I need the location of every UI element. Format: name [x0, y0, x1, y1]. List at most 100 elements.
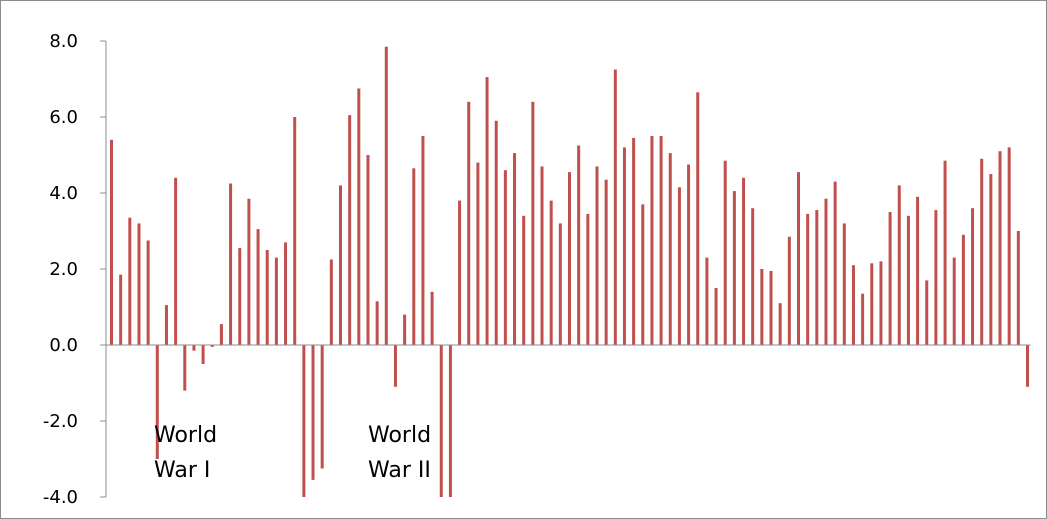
bar [989, 174, 993, 345]
bar [861, 293, 865, 345]
bar [806, 213, 810, 345]
bar [164, 305, 168, 345]
bar [522, 215, 526, 345]
bar [467, 101, 471, 345]
bar [888, 212, 892, 345]
bar [632, 137, 636, 345]
y-tick-label: 0.0 [49, 335, 78, 356]
bar [659, 136, 663, 345]
bar [357, 88, 361, 345]
annotation-world-war-i-line1: World [154, 423, 217, 448]
bar [485, 77, 489, 345]
bar [229, 183, 233, 345]
bar [274, 257, 278, 345]
bar [961, 234, 965, 345]
bar [238, 248, 242, 345]
bar [412, 168, 416, 345]
bar [265, 250, 269, 345]
bar [448, 345, 452, 497]
bar [558, 223, 562, 345]
bar [137, 223, 141, 345]
bar [797, 172, 800, 345]
bar [998, 151, 1002, 345]
y-tick-label: -2.0 [43, 411, 78, 432]
bar [146, 240, 150, 345]
bar [870, 263, 874, 345]
bar [897, 185, 901, 345]
annotation-world-war-ii-line1: World [368, 423, 431, 448]
bar [439, 345, 443, 497]
bar [751, 208, 755, 345]
bar [494, 120, 498, 345]
bar [595, 166, 599, 345]
bar [677, 187, 681, 345]
bar [110, 139, 113, 345]
bar [851, 265, 855, 345]
bar [934, 210, 938, 345]
bar [641, 204, 645, 345]
bar [824, 198, 828, 345]
bar [513, 153, 517, 345]
bar [284, 242, 288, 345]
bar [256, 229, 260, 345]
bar [1007, 147, 1011, 345]
bar [293, 117, 297, 345]
annotation-world-war-i-line2: War I [154, 458, 210, 483]
bar [714, 288, 718, 345]
bar [476, 162, 480, 345]
bars [110, 46, 1029, 497]
bar [503, 170, 507, 345]
bar [723, 160, 727, 345]
bar [833, 181, 837, 345]
bar [155, 345, 159, 459]
bar [732, 191, 736, 345]
bar [668, 153, 672, 345]
y-tick-label: 2.0 [49, 259, 78, 280]
bar [247, 198, 251, 345]
bar [586, 213, 590, 345]
bar [311, 345, 315, 480]
bar [339, 185, 342, 345]
bar [705, 257, 709, 345]
annotation-world-war-ii-line2: War II [368, 458, 431, 483]
y-tick-label: 8.0 [49, 31, 78, 52]
bar [531, 101, 535, 345]
bar [906, 215, 910, 345]
bar [421, 136, 425, 345]
bar [568, 172, 571, 345]
bar [613, 69, 617, 345]
y-tick-label: 4.0 [49, 183, 78, 204]
bar [375, 301, 379, 345]
bar [815, 210, 819, 345]
bar [384, 46, 388, 345]
bar [210, 345, 214, 347]
bar [128, 217, 132, 345]
bar [348, 115, 352, 345]
bar [329, 259, 333, 345]
bar [403, 314, 407, 345]
bar [778, 303, 782, 345]
bar [971, 208, 975, 345]
bar [192, 345, 196, 351]
bar [577, 145, 581, 345]
bar [1026, 345, 1029, 387]
bar [952, 257, 956, 345]
bar [925, 280, 929, 345]
y-tick-label: -4.0 [43, 487, 78, 508]
bar [760, 269, 764, 345]
bar [320, 345, 324, 469]
bar [787, 236, 791, 345]
bar [366, 155, 370, 345]
bar [916, 196, 920, 345]
bar [549, 200, 553, 345]
bar [219, 324, 223, 345]
bar [943, 160, 947, 345]
bar [393, 345, 397, 387]
y-tick-label: 6.0 [49, 107, 78, 128]
bar [650, 136, 654, 345]
bar [174, 177, 178, 345]
bar [742, 177, 746, 345]
bar [201, 345, 205, 364]
